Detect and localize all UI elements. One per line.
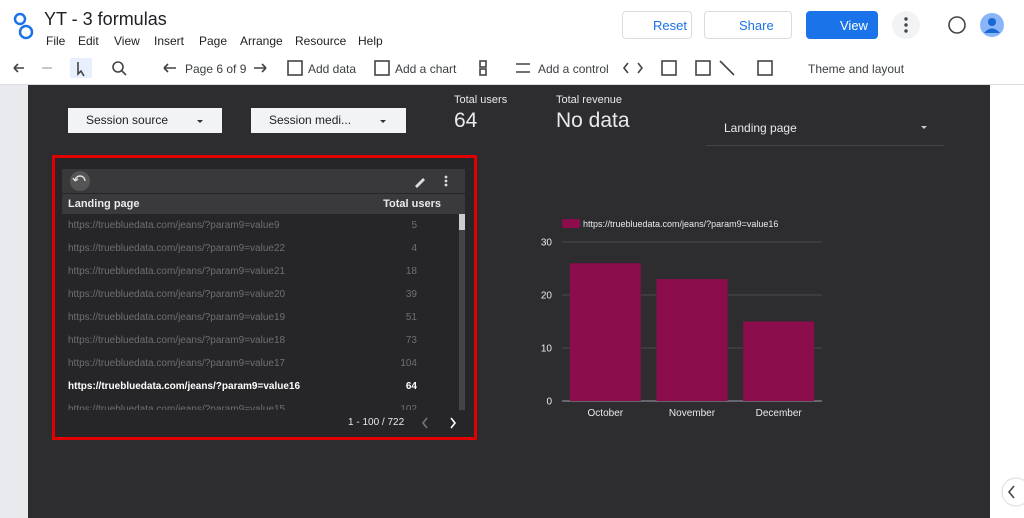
table-header — [62, 194, 465, 214]
cell-value[interactable]: 102 — [400, 404, 417, 410]
cell-value[interactable]: 5 — [411, 220, 417, 231]
cell-url[interactable]: https://truebluedata.com/jeans/?param9=v… — [68, 358, 286, 369]
toolbar-icons — [13, 58, 773, 78]
theme-button[interactable]: Theme and layout — [808, 62, 905, 76]
session-source-control[interactable]: Session source — [68, 108, 222, 133]
pagination: 1 - 100 / 722 — [348, 417, 405, 428]
column-header[interactable]: Landing page — [68, 198, 140, 210]
add-control-button[interactable]: Add a control — [538, 62, 609, 76]
table-body: https://truebluedata.com/jeans/?param9=v… — [62, 214, 458, 410]
cell-url[interactable]: https://truebluedata.com/jeans/?param9=v… — [68, 289, 286, 300]
landing-page-control[interactable]: Landing page — [706, 114, 944, 146]
page-indicator[interactable]: Page 6 of 9 — [185, 62, 247, 76]
cell-value[interactable]: 51 — [405, 312, 417, 323]
add-data-button[interactable]: Add data — [308, 62, 357, 76]
cell-url[interactable]: https://truebluedata.com/jeans/?param9=v… — [68, 381, 301, 392]
reset-button[interactable]: Reset — [622, 11, 692, 39]
cell-url[interactable]: https://truebluedata.com/jeans/?param9=v… — [68, 335, 286, 346]
app-header: YT - 3 formulas File Edit View Insert Page Ar… — [0, 0, 1024, 52]
scorecard-label: Total revenue — [556, 94, 623, 106]
cell-url[interactable]: https://truebluedata.com/jeans/?param9=v… — [68, 220, 280, 231]
cell-value[interactable]: 18 — [405, 266, 417, 277]
scorecard-label: Total users — [454, 94, 508, 106]
share-button[interactable]: Share — [704, 11, 792, 39]
report-title: YT - 3 formulas — [44, 9, 167, 29]
menu-item[interactable]: File — [46, 34, 66, 48]
logo — [13, 12, 34, 40]
scorecard-value: No data — [556, 109, 630, 132]
table-toolbar — [62, 169, 465, 193]
cell-value[interactable]: 73 — [405, 335, 417, 346]
view-button[interactable]: View — [806, 11, 878, 39]
menu-item[interactable]: View — [114, 34, 140, 48]
column-header[interactable]: Total users — [383, 198, 441, 210]
cell-value[interactable]: 64 — [405, 381, 417, 392]
cell-value[interactable]: 104 — [400, 358, 417, 369]
session-medium-control[interactable]: Session medi... — [251, 108, 406, 133]
cell-value[interactable]: 39 — [405, 289, 417, 300]
menu-item[interactable]: Resource — [295, 34, 347, 48]
menu-item[interactable]: Help — [358, 34, 383, 48]
menu-item[interactable]: Page — [199, 34, 228, 48]
header-icons — [892, 11, 1004, 39]
cell-url[interactable]: https://truebluedata.com/jeans/?param9=v… — [68, 266, 286, 277]
cell-value[interactable]: 4 — [411, 243, 417, 254]
cell-url[interactable]: https://truebluedata.com/jeans/?param9=v… — [68, 312, 286, 323]
menu-item[interactable]: Arrange — [240, 34, 283, 48]
add-chart-button[interactable]: Add a chart — [395, 62, 457, 76]
scrollbar — [459, 214, 465, 410]
menu-item[interactable]: Insert — [154, 34, 185, 48]
menu-item[interactable]: Edit — [78, 34, 99, 48]
cell-url[interactable]: https://truebluedata.com/jeans/?param9=v… — [68, 243, 286, 254]
scorecard-value: 64 — [454, 109, 478, 132]
toolbar: Page 6 of 9 Add data Add a chart Add a c… — [0, 52, 1024, 85]
cell-url[interactable]: https://truebluedata.com/jeans/?param9=v… — [68, 404, 286, 410]
